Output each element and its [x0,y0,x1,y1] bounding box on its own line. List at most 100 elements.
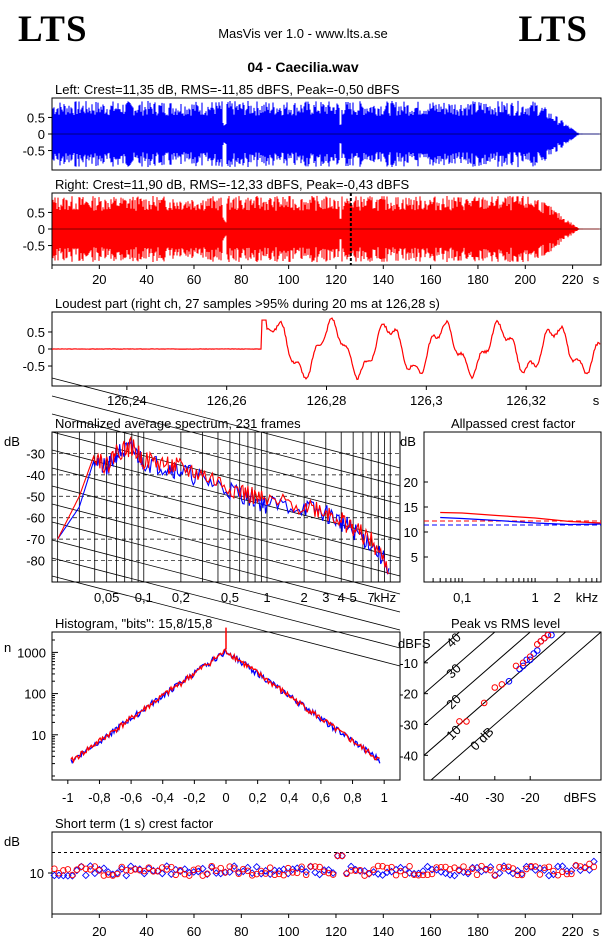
allpass-series-left [440,516,602,526]
short-crest-point-left [464,869,472,878]
right-xtick-label: 60 [187,272,201,287]
histogram-xtick-label: -0,2 [183,790,205,805]
spectrum-ytick-label: -70 [26,532,45,547]
short-crest-point-right [145,864,153,871]
short-crest-point-left [297,865,306,873]
short-crest-point-left [419,867,427,875]
short-crest-point-left [558,862,567,871]
short-crest-point-right [491,872,499,879]
short-crest-point-left [590,857,598,866]
histogram-frame [51,631,401,781]
short-crest-point-left [509,869,517,878]
spectrum-xtick-label: 2 [300,590,307,605]
peak-rms-ytick-label: -20 [399,687,418,702]
short-crest-xtick-label: 180 [467,924,489,939]
allpass-ytick-label: 5 [411,550,418,565]
spectrum-ytick-label: -40 [26,468,45,483]
short-crest-point-left [243,863,252,872]
short-crest-point-right [437,864,445,871]
short-crest-point-right [478,862,485,870]
short-crest-point-right [87,866,94,873]
short-crest-xtick-label: 220 [562,924,584,939]
loudest-title: Loudest part (right ch, 27 samples >95% … [55,296,440,311]
short-crest-point-right [181,870,189,878]
short-crest-point-right [221,869,229,876]
histogram-xtick-label: -0,8 [88,790,110,805]
allpass-series-right [440,511,602,524]
short-crest-point-right [203,870,211,877]
short-crest-point-right [554,871,562,879]
lts-logo-left: LTS [18,9,88,50]
short-crest-point-right [343,870,350,878]
peak-rms-crest-label: 40 [443,630,464,651]
short-crest-point-left [347,862,355,871]
short-crest-point-right [460,863,467,870]
peak-rms-crest-line [424,632,531,725]
spectrum-xtick-label: 4 [338,590,345,605]
short-crest-point-right [105,871,112,878]
short-crest-point-right [244,867,251,875]
histogram-xtick-label: 0,2 [249,790,267,805]
allpass-xtick-label: 0,1 [453,590,471,605]
right-xtick-label: 40 [139,272,153,287]
short-crest-point-right [383,864,391,872]
short-crest-point-right [392,871,400,879]
spectrum-slope-line [51,521,401,613]
short-crest-point-left [252,863,261,871]
loudest-xtick-label: 126,32 [506,393,546,408]
short-crest-point-right [563,870,571,878]
short-crest-point-right [60,867,67,874]
short-crest-point-right [401,871,409,879]
short-crest-point-right [109,872,117,879]
short-crest-point-right [590,863,598,871]
short-crest-point-left [495,869,504,877]
right-xtick-label: 140 [372,272,394,287]
allpass-title: Allpassed crest factor [451,416,576,431]
histogram-xtick-label: 1 [381,790,388,805]
histogram-xtick-label: 0,4 [280,790,298,805]
short-crest-point-right [374,862,382,870]
spectrum-ytick-label: -50 [26,489,45,504]
short-crest-point-right [379,863,386,870]
allpass-xtick-label: 1 [531,590,538,605]
short-crest-point-right [154,867,162,875]
spectrum-slope-line [51,395,401,487]
allpass-ytick-label: 20 [404,475,418,490]
allpass-ytick-label: 10 [404,525,418,540]
short-crest-point-right [325,869,332,877]
short-crest-point-right [293,869,301,877]
peak-rms-ytick-label: -30 [399,718,418,733]
short-crest-point-right [284,864,292,872]
peak-rms-crest-label: 20 [443,691,464,712]
short-crest-point-left [311,868,319,877]
right-xtick-label: 100 [278,272,300,287]
short-crest-point-right [545,863,553,871]
short-crest-point-right [253,870,260,878]
short-crest-xtick-label: 120 [325,924,347,939]
peak-rms-point-right [498,681,506,688]
spectrum-slope-line [51,575,401,667]
short-crest-point-right [527,862,535,870]
short-crest-point-left [82,871,90,880]
file-name: 04 - Caecilia.wav [247,59,359,75]
short-crest-point-right [208,862,215,870]
short-crest-point-left [450,871,459,880]
right-xtick-label: 80 [234,272,248,287]
short-crest-point-right [316,863,323,871]
short-crest-point-right [415,871,422,879]
spectrum-xtick-label: 0,2 [172,590,190,605]
short-crest-point-right [356,866,364,874]
histogram-ytick-label: 10 [32,728,46,743]
short-crest-point-right [177,867,184,874]
short-crest-point-right [185,872,193,879]
peak-rms-crest-label: 0 dB [467,724,497,754]
spectrum-slope-line [51,377,401,469]
short-crest-point-right [424,871,431,879]
spectrum-xtick-label: 0,5 [221,590,239,605]
histogram-series-right [70,648,381,764]
peak-rms-ylabel: dBFS [398,636,431,651]
short-crest-point-right [581,864,589,872]
histogram-ylabel: n [4,640,11,655]
spectrum-slope-line [51,485,401,577]
